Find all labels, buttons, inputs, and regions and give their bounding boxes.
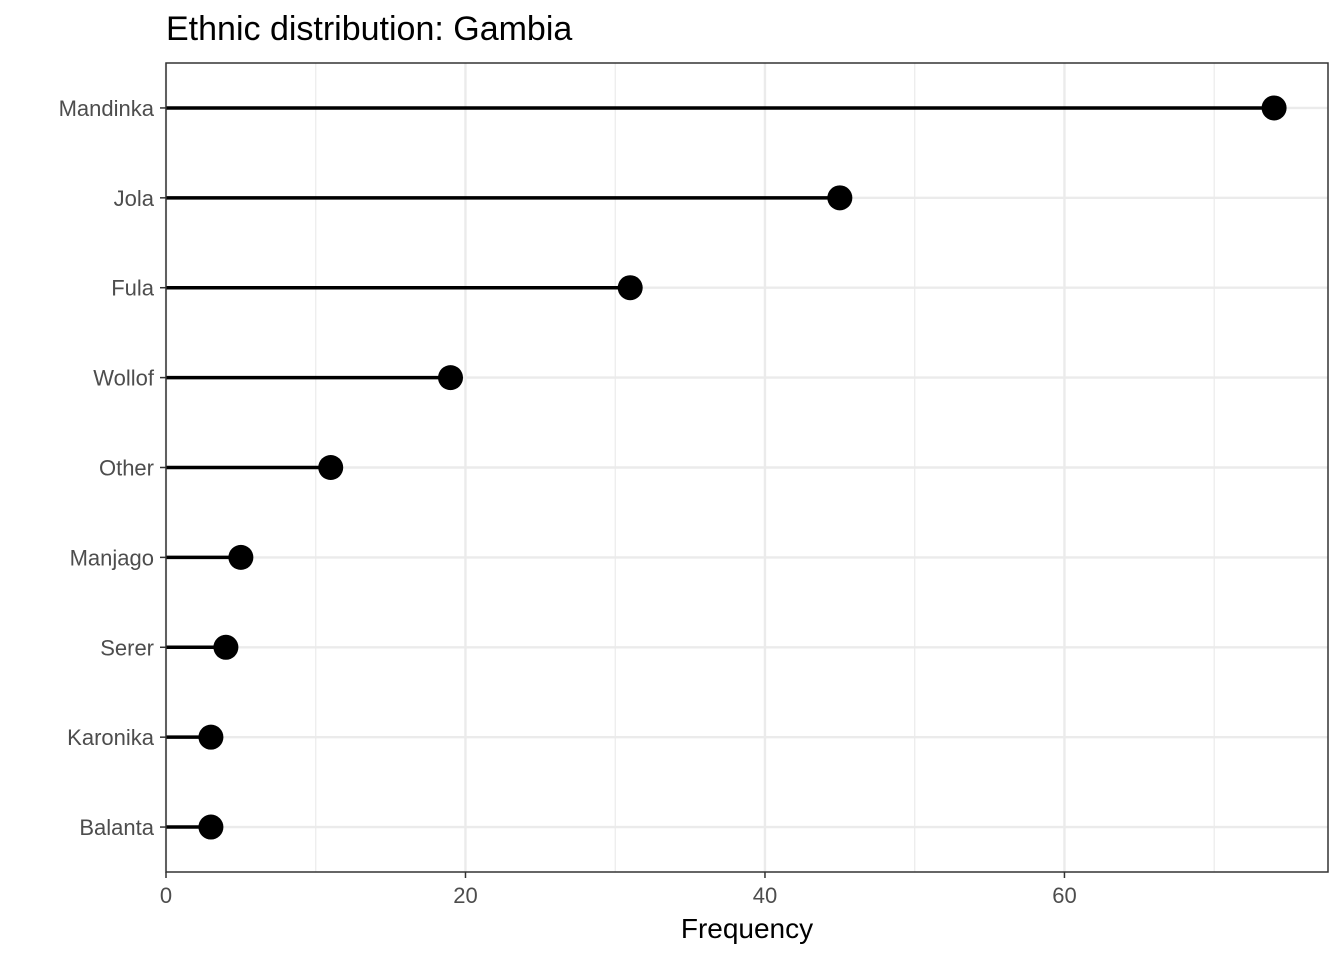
x-tick-label: 20 bbox=[453, 883, 477, 908]
lollipop-point bbox=[228, 544, 254, 570]
y-tick-label: Mandinka bbox=[59, 96, 155, 121]
lollipop-point bbox=[198, 814, 224, 840]
lollipop-point bbox=[617, 275, 643, 301]
x-tick-label: 0 bbox=[160, 883, 172, 908]
lollipop-point bbox=[438, 365, 464, 391]
y-tick-label: Fula bbox=[111, 276, 155, 301]
axes: Mandinka Jola Fula Wollof Other Manjago Serer K… bbox=[59, 96, 1077, 908]
lollipop-point bbox=[213, 634, 239, 660]
y-tick-label: Other bbox=[99, 456, 154, 481]
x-axis-title: Frequency bbox=[681, 913, 813, 944]
lollipop-point bbox=[318, 455, 344, 480]
y-tick-label: Wollof bbox=[93, 366, 155, 391]
y-tick-label: Serer bbox=[100, 635, 154, 660]
x-tick-label: 40 bbox=[753, 883, 777, 908]
chart-title: Ethnic distribution: Gambia bbox=[166, 10, 572, 48]
y-tick-label: Karonika bbox=[67, 725, 155, 750]
y-tick-label: Jola bbox=[114, 186, 155, 211]
lollipop-point bbox=[827, 185, 853, 211]
y-tick-label: Manjago bbox=[70, 545, 154, 570]
lollipop-point bbox=[198, 724, 224, 750]
lollipop-marks bbox=[166, 95, 1287, 840]
x-tick-label: 60 bbox=[1052, 883, 1076, 908]
y-tick-label: Balanta bbox=[79, 815, 154, 840]
lollipop-point bbox=[1261, 95, 1287, 121]
